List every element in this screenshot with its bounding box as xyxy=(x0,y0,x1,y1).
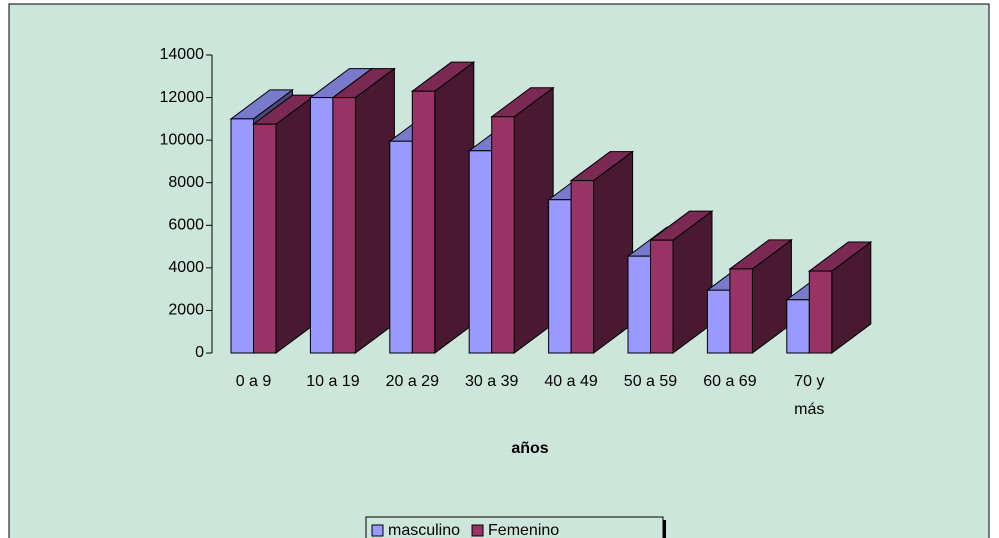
x-tick-label: 40 a 49 xyxy=(544,373,597,390)
x-tick-label: 20 a 29 xyxy=(386,373,439,390)
bar xyxy=(627,255,651,354)
bar xyxy=(411,90,436,354)
y-tick-label: 2000 xyxy=(168,302,204,319)
bar xyxy=(309,97,334,354)
y-tick-label: 4000 xyxy=(168,259,204,276)
x-tick-label: 50 a 59 xyxy=(624,373,677,390)
legend-label: Femenino xyxy=(488,522,559,538)
bar xyxy=(548,199,572,354)
x-tick-label: 0 a 9 xyxy=(236,373,272,390)
bar xyxy=(230,118,254,354)
bar-side xyxy=(513,86,554,354)
legend-label: masculino xyxy=(388,522,460,538)
x-tick-label: 60 a 69 xyxy=(703,373,756,390)
x-tick-label: 30 a 39 xyxy=(465,373,518,390)
bar xyxy=(808,270,833,354)
bar-side xyxy=(354,67,395,354)
y-tick-label: 14000 xyxy=(160,46,205,63)
x-tick-label: 10 a 19 xyxy=(306,373,359,390)
bar xyxy=(706,289,731,354)
bar xyxy=(389,140,413,354)
y-tick-label: 8000 xyxy=(168,174,204,191)
y-tick-label: 10000 xyxy=(160,131,205,148)
y-tick-label: 12000 xyxy=(160,89,205,106)
bar xyxy=(786,299,810,354)
x-axis-title: años xyxy=(511,440,548,457)
bar xyxy=(650,239,674,354)
legend xyxy=(365,516,664,538)
legend-swatch xyxy=(371,524,384,537)
x-tick-label: 70 y más xyxy=(794,373,824,418)
bar xyxy=(570,180,595,354)
bar xyxy=(491,116,515,354)
y-tick-label: 6000 xyxy=(168,217,204,234)
legend-swatch xyxy=(471,524,484,537)
bar xyxy=(468,150,493,354)
bar xyxy=(729,268,753,354)
bar-side xyxy=(434,61,475,354)
bar xyxy=(253,123,277,354)
bar xyxy=(332,97,356,354)
bar-side xyxy=(593,150,634,354)
bar-side xyxy=(275,94,316,354)
y-tick-label: 0 xyxy=(195,344,204,361)
